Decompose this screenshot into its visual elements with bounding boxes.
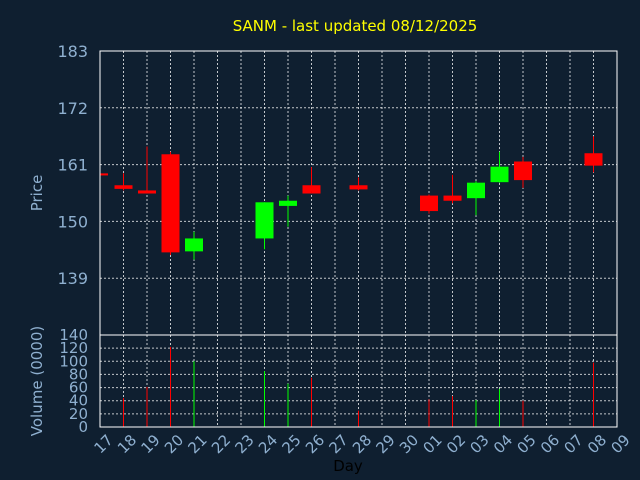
price-tick-label: 139 [57, 269, 88, 288]
volume-axis-label: Volume (0000) [28, 326, 46, 436]
price-grid [99, 50, 618, 335]
price-tick-label: 161 [57, 156, 88, 175]
volume-tick-label: 40 [69, 392, 88, 410]
candle-body [114, 185, 133, 189]
candle [138, 146, 156, 194]
candle-body [514, 161, 532, 181]
candle [514, 156, 532, 188]
candle-body [490, 166, 509, 183]
volume-tick-label: 120 [59, 339, 88, 357]
x-axis-ticks: 1718192021222324252627282930010203040506… [91, 431, 634, 457]
candle [255, 202, 274, 250]
candle-body [467, 182, 485, 199]
candle [161, 151, 180, 255]
candle [114, 173, 133, 191]
candle [467, 181, 485, 216]
volume-tick-label: 20 [69, 405, 88, 423]
candle [279, 195, 297, 227]
candle [443, 174, 462, 204]
volume-tick-label: 0 [78, 418, 88, 436]
candle-body [138, 190, 156, 194]
candle-body [185, 238, 203, 252]
price-tick-label: 183 [57, 42, 88, 61]
x-axis-label: Day [333, 457, 363, 475]
candle [584, 136, 603, 173]
candle-body [255, 202, 274, 239]
candle-body [100, 173, 108, 176]
volume-tick-label: 140 [59, 326, 88, 344]
candle [349, 177, 368, 191]
volume-tick-label: 80 [69, 365, 88, 383]
price-axis-ticks: 183 172 161 150 139 [57, 42, 88, 288]
candle [420, 194, 438, 214]
candle [185, 231, 203, 260]
volume-tick-label: 60 [69, 379, 88, 397]
candle [302, 167, 321, 194]
price-panel: 183 172 161 150 139 Price [28, 42, 618, 336]
candle-body [349, 185, 368, 190]
candle-body [443, 195, 462, 201]
price-tick-label: 172 [57, 99, 88, 118]
volume-frame [99, 334, 618, 428]
candle-body [161, 154, 180, 253]
candle-body [584, 153, 603, 166]
volume-bars [123, 346, 594, 427]
candle-body [302, 185, 321, 194]
candles [99, 136, 603, 260]
candle-body [420, 195, 438, 212]
volume-tick-label: 100 [59, 352, 88, 370]
candle [99, 173, 108, 176]
price-tick-label: 150 [57, 212, 88, 231]
chart-title: SANM - last updated 08/12/2025 [233, 17, 478, 35]
price-axis-label: Price [28, 175, 46, 212]
candle-body [279, 200, 297, 206]
candle [490, 151, 509, 183]
